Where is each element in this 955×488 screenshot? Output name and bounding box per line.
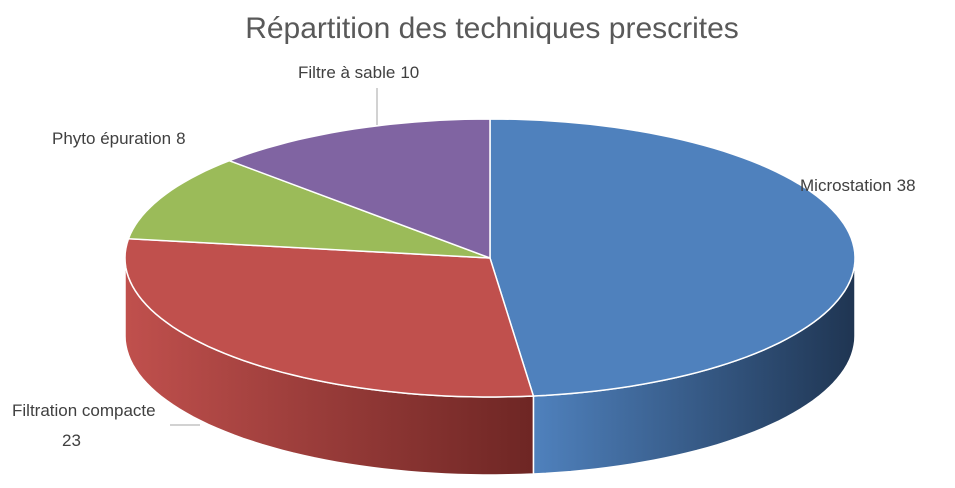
value-label: 10 <box>400 63 419 82</box>
pie-slice <box>489 118 856 397</box>
pie-slice <box>124 237 535 398</box>
category-label: Filtration compacte <box>12 401 156 420</box>
pie-slice <box>227 118 491 260</box>
data-label: Microstation 38 <box>800 176 916 195</box>
data-label: Filtration compacte 23 <box>12 401 156 450</box>
data-label: Phyto épuration 8 <box>52 129 186 148</box>
category-label: Phyto épuration <box>52 129 171 148</box>
category-label: Filtre à sable <box>298 63 395 82</box>
category-label: Microstation <box>800 176 892 195</box>
value-label: 23 <box>62 431 81 450</box>
pie-slice <box>127 159 491 259</box>
value-label: 8 <box>176 129 185 148</box>
data-label: Filtre à sable 10 <box>298 63 419 82</box>
chart-title: Répartition des techniques prescrites <box>245 12 739 45</box>
value-label: 38 <box>897 176 916 195</box>
